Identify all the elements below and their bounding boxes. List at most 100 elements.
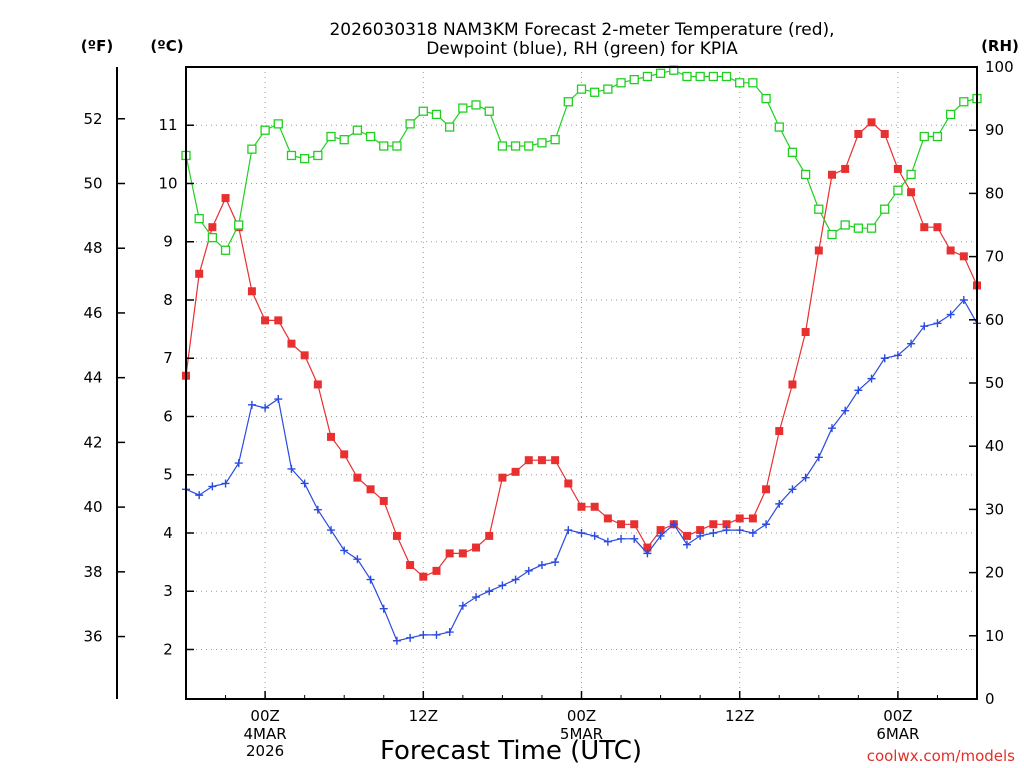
tick-label-f-52: 52 bbox=[83, 110, 102, 128]
point-s0-h6 bbox=[261, 316, 270, 325]
point-s2-h41 bbox=[721, 71, 732, 82]
unit-label-celsius: (ºC) bbox=[150, 37, 183, 55]
point-s2-h48 bbox=[814, 204, 824, 214]
point-s2-h57 bbox=[932, 131, 943, 142]
point-s1-h1 bbox=[195, 491, 204, 500]
point-s1-h30 bbox=[577, 528, 586, 537]
point-s0-h17 bbox=[406, 561, 415, 570]
point-s2-h5 bbox=[247, 144, 257, 154]
point-s0-h8 bbox=[287, 339, 296, 348]
point-s1-h17 bbox=[406, 633, 415, 642]
point-s2-h50 bbox=[840, 220, 850, 230]
point-s0-h43 bbox=[748, 514, 757, 523]
point-s0-h36 bbox=[656, 526, 665, 535]
tick-label-rh-80: 80 bbox=[985, 184, 1004, 202]
point-s1-h51 bbox=[854, 386, 863, 395]
tick-label-c-9: 9 bbox=[163, 233, 173, 251]
point-s0-h32 bbox=[603, 514, 612, 523]
point-s2-h6 bbox=[260, 125, 270, 135]
point-s0-h29 bbox=[564, 479, 573, 488]
day-label-0-1: 2026 bbox=[246, 742, 284, 760]
point-s0-h20 bbox=[445, 549, 454, 558]
point-s2-h38 bbox=[682, 71, 692, 82]
tick-label-rh-20: 20 bbox=[985, 564, 1004, 582]
tick-label-c-10: 10 bbox=[158, 174, 177, 192]
point-s2-h42 bbox=[735, 78, 745, 88]
point-s0-h15 bbox=[379, 496, 388, 505]
tick-label-rh-70: 70 bbox=[985, 248, 1004, 266]
point-s2-h55 bbox=[906, 169, 916, 180]
point-s2-h18 bbox=[418, 106, 428, 116]
point-s1-h47 bbox=[801, 473, 810, 482]
point-s2-h30 bbox=[576, 84, 587, 94]
point-s1-h10 bbox=[313, 505, 322, 514]
point-s2-h27 bbox=[537, 138, 547, 148]
tick-label-rh-0: 0 bbox=[985, 690, 995, 708]
point-s2-h1 bbox=[194, 214, 204, 224]
point-s0-h10 bbox=[313, 380, 322, 389]
point-s2-h7 bbox=[273, 119, 283, 129]
axes: 2 3 4 5 6 7 8 9 10 11 36 38 40 42 44 46 48 50 52 0 10 20 30 40 5… bbox=[83, 58, 1013, 760]
point-s2-h40 bbox=[708, 71, 718, 82]
point-s1-h4 bbox=[234, 459, 243, 468]
point-s0-h27 bbox=[537, 456, 546, 465]
point-s1-h3 bbox=[221, 479, 230, 488]
x-axis-label: Forecast Time (UTC) bbox=[380, 736, 642, 766]
point-s1-h7 bbox=[274, 395, 283, 404]
point-s0-h51 bbox=[854, 129, 863, 138]
point-s1-h53 bbox=[880, 354, 889, 363]
tick-label-rh-60: 60 bbox=[985, 311, 1004, 329]
tick-label-f-44: 44 bbox=[83, 369, 102, 387]
point-s2-h3 bbox=[220, 245, 231, 255]
point-s0-h54 bbox=[893, 164, 902, 173]
point-s0-h39 bbox=[696, 526, 705, 535]
tick-label-c-8: 8 bbox=[163, 291, 173, 309]
point-s0-h40 bbox=[709, 520, 718, 529]
point-s0-h31 bbox=[590, 502, 599, 511]
point-s2-h33 bbox=[616, 78, 626, 88]
point-s0-h30 bbox=[577, 502, 586, 511]
point-s1-h36 bbox=[656, 531, 665, 540]
point-s1-h14 bbox=[366, 575, 375, 584]
point-s1-h29 bbox=[564, 526, 573, 535]
point-s0-h41 bbox=[722, 520, 731, 529]
point-s2-h35 bbox=[642, 71, 653, 82]
point-s2-h4 bbox=[234, 220, 244, 230]
day-label-2-0: 6MAR bbox=[876, 725, 919, 743]
point-s2-h51 bbox=[853, 223, 863, 233]
point-s0-h13 bbox=[353, 473, 362, 482]
point-s1-h38 bbox=[682, 540, 691, 549]
tick-label-c-2: 2 bbox=[163, 640, 173, 658]
point-s1-h12 bbox=[340, 546, 349, 555]
point-s0-h42 bbox=[735, 514, 744, 523]
point-s2-h47 bbox=[800, 169, 811, 180]
point-s1-h58 bbox=[946, 310, 955, 319]
tick-label-f-38: 38 bbox=[83, 563, 102, 581]
point-s2-h36 bbox=[655, 68, 666, 78]
point-s0-h3 bbox=[221, 194, 230, 203]
point-s2-h13 bbox=[352, 125, 363, 135]
point-s1-h27 bbox=[537, 561, 546, 570]
point-s0-h16 bbox=[392, 531, 401, 540]
point-s0-h38 bbox=[682, 531, 691, 540]
point-s1-h46 bbox=[788, 485, 797, 494]
point-s2-h22 bbox=[471, 100, 481, 110]
point-s0-h33 bbox=[617, 520, 626, 529]
point-s2-h53 bbox=[880, 204, 890, 214]
point-s2-h34 bbox=[629, 74, 639, 85]
point-s1-h43 bbox=[748, 528, 757, 537]
point-s1-h19 bbox=[432, 630, 441, 639]
point-s0-h57 bbox=[933, 223, 942, 232]
point-s2-h46 bbox=[787, 147, 798, 157]
point-s2-h54 bbox=[893, 185, 903, 195]
point-s2-h28 bbox=[550, 135, 560, 145]
point-s1-h54 bbox=[893, 351, 902, 360]
point-s1-h57 bbox=[933, 319, 942, 328]
point-s2-h19 bbox=[431, 109, 442, 120]
point-s2-h29 bbox=[563, 97, 573, 107]
point-s2-h25 bbox=[510, 141, 521, 151]
point-s0-h1 bbox=[195, 269, 204, 278]
unit-label-rh: (RH) bbox=[981, 37, 1019, 55]
credit-text: coolwx.com/models bbox=[867, 747, 1015, 765]
